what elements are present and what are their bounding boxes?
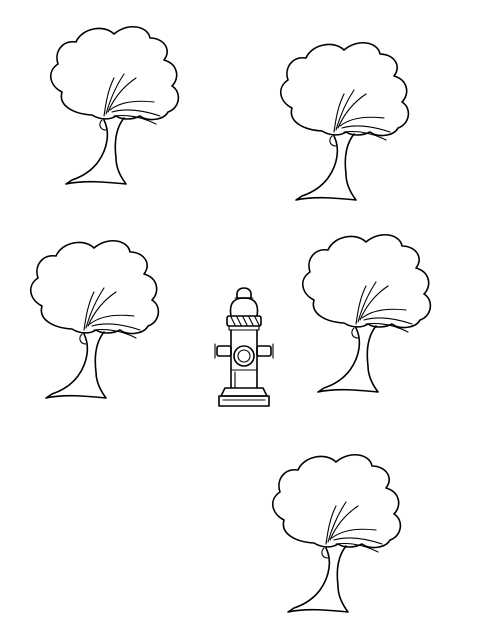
tree-icon xyxy=(279,41,410,201)
fire-hydrant-icon xyxy=(214,287,274,407)
tree-icon xyxy=(301,233,432,393)
tree-icon xyxy=(49,25,180,185)
tree-icon xyxy=(271,453,402,613)
tree-icon xyxy=(29,239,160,399)
